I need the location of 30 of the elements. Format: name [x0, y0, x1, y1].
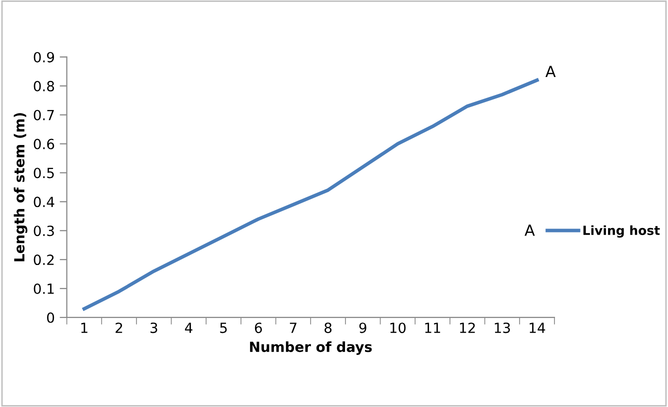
y-tick-label: 0.6	[34, 138, 54, 150]
annotation: A	[545, 66, 556, 77]
y-tick-label: 0.1	[34, 283, 54, 294]
x-tick-label: 11	[425, 322, 440, 333]
legend-label: Living host	[583, 225, 660, 238]
x-tick-label: 12	[460, 322, 475, 333]
x-tick-label: 7	[290, 322, 296, 333]
x-tick-label: 9	[359, 322, 366, 334]
x-tick-label: 1	[81, 322, 88, 333]
x-tick-label: 5	[220, 322, 227, 334]
y-tick-label: 0.7	[34, 110, 54, 120]
y-tick-label: 0	[47, 312, 54, 323]
x-tick-label: 8	[324, 322, 332, 334]
y-tick-label: 0.3	[34, 226, 54, 236]
y-tick-label: 0.5	[34, 168, 54, 178]
y-axis-title: Length of stem (m)	[14, 113, 28, 262]
line-series	[82, 78, 539, 311]
annotation: A	[524, 224, 535, 236]
x-tick-label: 4	[184, 322, 192, 333]
y-tick-label: 0.9	[34, 52, 54, 62]
x-axis-title: Number of days	[250, 341, 372, 355]
y-tick-label: 0.2	[34, 254, 54, 266]
x-tick-label: 10	[390, 322, 406, 334]
y-tick-label: 0.8	[34, 80, 54, 92]
x-tick-label: 13	[494, 322, 510, 334]
x-tick-label: 2	[116, 322, 122, 333]
x-tick-label: 14	[530, 322, 546, 333]
x-tick-label: 3	[150, 322, 158, 334]
x-tick-label: 6	[254, 322, 262, 334]
y-tick-label: 0.4	[34, 196, 54, 208]
